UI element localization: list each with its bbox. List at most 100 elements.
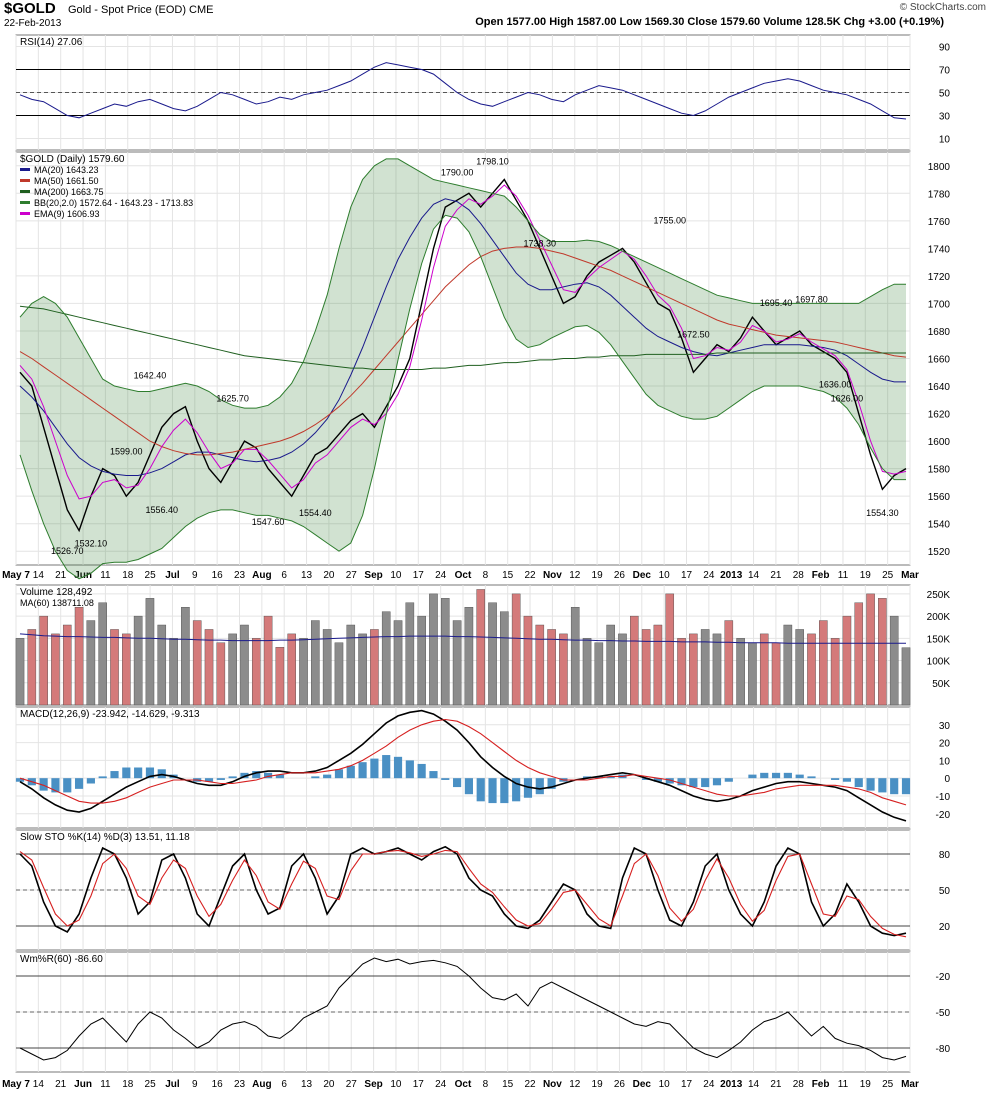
- x-tick-label: 22: [524, 570, 536, 581]
- volume-bar: [641, 629, 651, 706]
- x-tick-label: 11: [100, 1079, 111, 1090]
- volume-bar: [51, 633, 60, 706]
- x-tick-label: 14: [33, 1079, 45, 1090]
- volume-title: Volume 128,492: [20, 587, 93, 598]
- volume-bar: [759, 633, 769, 706]
- price-annotation: 1554.30: [866, 508, 899, 518]
- price-annotation: 1790.00: [441, 168, 474, 178]
- legend-swatch: [20, 212, 30, 215]
- macd-histogram-bar: [547, 778, 556, 789]
- sto-k-line: [19, 845, 907, 937]
- volume-bar: [700, 629, 710, 706]
- y-tick-label: -50: [936, 1008, 951, 1019]
- macd-histogram-bar: [240, 772, 249, 779]
- volume-bar: [630, 615, 639, 706]
- y-tick-label: 250K: [927, 590, 951, 601]
- volume-bar: [653, 624, 663, 706]
- volume-bar: [570, 607, 580, 706]
- x-tick-label: 25: [145, 570, 157, 581]
- macd-histogram-bar: [807, 776, 816, 779]
- volume-bar: [311, 620, 320, 706]
- volume-bar: [370, 629, 379, 706]
- x-tick-label: 14: [748, 1079, 760, 1090]
- macd-histogram-bar: [429, 771, 438, 779]
- macd-histogram-bar: [228, 776, 237, 779]
- volume-bar: [854, 602, 864, 706]
- description-text: Gold - Spot Price (EOD): [68, 4, 186, 16]
- macd-signal-line: [19, 718, 907, 806]
- price-annotation: 1626.00: [831, 393, 864, 403]
- macd-histogram-bar: [263, 772, 273, 779]
- macd-histogram-bar: [51, 778, 60, 793]
- x-tick-label: 8: [483, 570, 489, 581]
- macd-histogram-bar: [771, 772, 781, 779]
- ma-200-line: [19, 305, 906, 370]
- price-annotation: 1526.70: [51, 546, 84, 556]
- volume-bar: [606, 624, 615, 706]
- volume-bar: [74, 607, 84, 706]
- macd-histogram-bar: [783, 772, 792, 779]
- price-annotation: 1636.00: [819, 380, 852, 390]
- x-tick-label: Nov: [543, 570, 562, 581]
- macd-histogram-bar: [216, 778, 225, 780]
- y-tick-label: 1520: [928, 547, 951, 558]
- volume-legend-entry: MA(60) 138711.08: [20, 598, 94, 608]
- volume-bar: [440, 598, 450, 706]
- x-tick-label: 10: [659, 570, 671, 581]
- y-tick-label: 1600: [928, 437, 951, 448]
- volume-bar: [866, 593, 875, 706]
- macd-histogram-bar: [110, 771, 119, 779]
- x-tick-label: 17: [681, 570, 693, 581]
- macd-histogram-bar: [642, 778, 651, 780]
- x-tick-label: 12: [569, 1079, 581, 1090]
- volume-bar: [547, 629, 556, 706]
- y-tick-label: 20: [939, 922, 951, 933]
- macd-histogram-bar: [653, 778, 663, 782]
- x-tick-label: 26: [614, 1079, 626, 1090]
- x-tick-label: 25: [882, 570, 894, 581]
- price-annotation: 1554.40: [299, 508, 332, 518]
- macd-histogram-bar: [701, 778, 710, 788]
- price-legend-entry: MA(50) 1661.50: [34, 176, 99, 186]
- volume-bar: [181, 607, 190, 706]
- macd-histogram-bar: [134, 767, 143, 779]
- price-annotation: 1625.70: [216, 394, 249, 404]
- x-tick-label: 22: [524, 1079, 536, 1090]
- x-tick-label: 14: [33, 570, 45, 581]
- volume-bar: [62, 624, 72, 706]
- y-tick-label: 80: [939, 850, 951, 861]
- macd-histogram-bar: [854, 778, 863, 788]
- bb-upper-line: [19, 158, 906, 409]
- legend-swatch: [20, 190, 30, 193]
- macd-histogram-bar: [358, 762, 367, 779]
- x-tick-label: 26: [614, 570, 626, 581]
- volume-bar: [287, 633, 296, 706]
- x-tick-label: 25: [145, 1079, 157, 1090]
- price-annotation: 1672.50: [677, 329, 710, 339]
- volume-bar: [27, 629, 37, 706]
- x-tick-label: 28: [793, 1079, 805, 1090]
- volume-bar: [594, 642, 604, 706]
- volume-bar: [192, 620, 202, 706]
- x-tick-label: 24: [435, 1079, 447, 1090]
- macd-title: MACD(12,26,9) -23.942, -14.629, -9.313: [20, 709, 200, 720]
- macd-histogram-bar: [665, 778, 674, 784]
- volume-bar: [842, 615, 852, 706]
- volume-bar: [736, 638, 745, 706]
- volume-bar: [334, 642, 344, 706]
- macd-histogram-bar: [795, 774, 804, 779]
- macd-histogram-bar: [39, 778, 48, 791]
- volume-bar: [393, 620, 403, 706]
- volume-bar: [582, 638, 592, 706]
- x-tick-label: Oct: [455, 570, 472, 581]
- macd-histogram-bar: [890, 778, 899, 795]
- price-annotation: 1695.40: [760, 298, 793, 308]
- legend-swatch: [20, 179, 30, 182]
- y-tick-label: 10: [939, 756, 951, 767]
- macd-histogram-bar: [122, 767, 131, 779]
- ma-20-line: [19, 198, 906, 476]
- x-tick-label: Oct: [455, 1079, 472, 1090]
- x-tick-label: Feb: [812, 1079, 830, 1090]
- volume-bar: [228, 633, 237, 706]
